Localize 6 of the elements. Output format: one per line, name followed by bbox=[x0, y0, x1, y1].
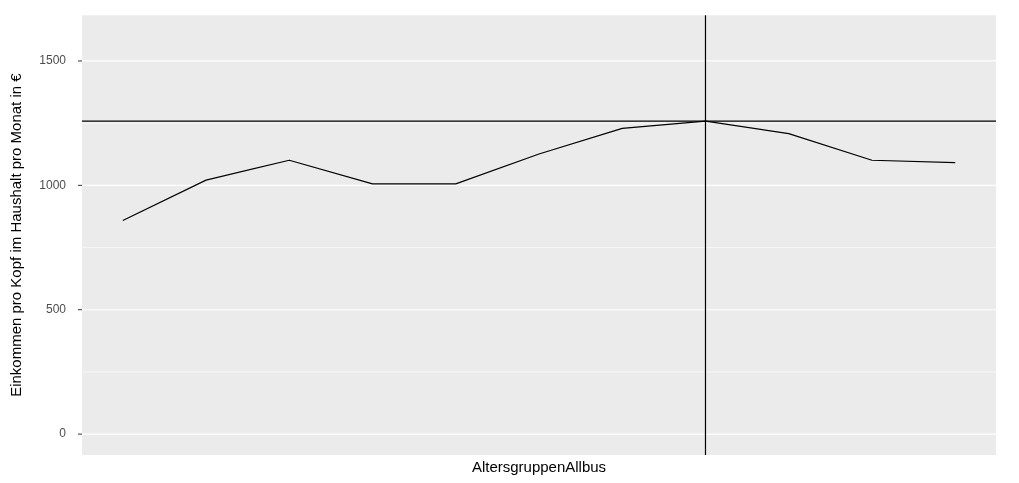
x-axis-title: AltersgruppenAllbus bbox=[471, 458, 607, 476]
y-tick-label: 1500 bbox=[39, 53, 67, 68]
y-tick-label: 1000 bbox=[39, 177, 67, 192]
y-tick-label: 500 bbox=[45, 302, 67, 317]
y-axis-title: Einkommen pro Kopf im Haushalt pro Monat in € bbox=[7, 72, 25, 397]
y-tick-label: 0 bbox=[59, 426, 67, 441]
